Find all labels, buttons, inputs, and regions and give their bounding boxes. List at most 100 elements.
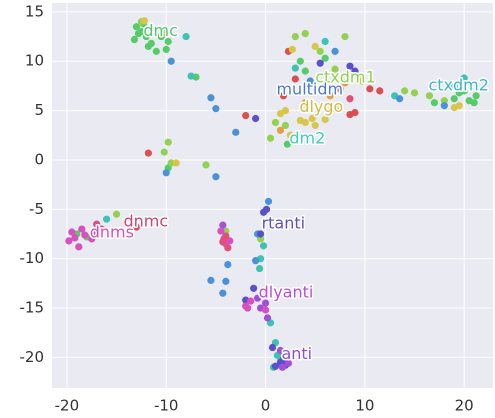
y-tick-label: 15 xyxy=(25,2,44,20)
point xyxy=(316,59,324,67)
cluster-label: anti xyxy=(281,344,312,363)
point xyxy=(396,95,404,103)
y-tick-label: 10 xyxy=(25,52,44,70)
point xyxy=(308,114,316,123)
point xyxy=(266,134,275,142)
x-tick-label: 10 xyxy=(355,397,374,415)
point xyxy=(242,111,250,120)
point xyxy=(144,149,152,157)
point xyxy=(336,85,344,93)
point xyxy=(276,126,285,134)
point xyxy=(286,131,294,139)
y-tick-label: -15 xyxy=(20,299,45,317)
x-tick-label: -20 xyxy=(55,397,80,415)
point xyxy=(137,28,145,36)
point xyxy=(271,362,280,370)
point xyxy=(291,64,299,72)
point xyxy=(132,223,141,231)
point xyxy=(288,45,296,53)
point xyxy=(366,85,374,93)
point xyxy=(321,115,329,124)
point xyxy=(301,67,309,75)
cluster-label: dm2 xyxy=(289,129,325,148)
point xyxy=(162,45,170,53)
point xyxy=(78,225,86,233)
point xyxy=(376,87,384,95)
point xyxy=(450,82,458,90)
point xyxy=(142,32,150,41)
point xyxy=(283,140,291,148)
point xyxy=(217,227,225,235)
point xyxy=(75,243,83,251)
point xyxy=(152,47,160,55)
point xyxy=(460,87,468,95)
point xyxy=(71,234,79,242)
point xyxy=(263,289,272,297)
cluster-label: dnms xyxy=(90,223,134,242)
point xyxy=(224,261,232,269)
cluster-label: ctxdm1 xyxy=(315,68,375,87)
point xyxy=(259,242,268,250)
y-tick-label: -20 xyxy=(20,348,45,366)
point xyxy=(358,77,366,85)
point xyxy=(112,210,121,218)
cluster-label: dlygo xyxy=(299,97,343,116)
y-tick-label: 5 xyxy=(34,101,44,119)
point xyxy=(65,237,73,245)
point xyxy=(331,105,339,113)
point xyxy=(252,114,260,123)
point xyxy=(341,32,349,41)
point xyxy=(93,220,101,228)
point xyxy=(81,231,89,239)
point xyxy=(472,92,480,100)
point xyxy=(242,302,250,310)
point xyxy=(440,102,448,110)
point xyxy=(88,235,96,243)
point xyxy=(281,121,290,130)
point xyxy=(182,32,190,41)
point xyxy=(341,79,349,87)
y-tick-label: -5 xyxy=(29,200,44,218)
point xyxy=(331,47,339,55)
point xyxy=(460,74,468,82)
point xyxy=(202,161,210,169)
point xyxy=(425,92,434,100)
point xyxy=(212,105,220,113)
point xyxy=(207,94,215,102)
point xyxy=(296,57,304,65)
point xyxy=(164,138,172,146)
point xyxy=(132,23,141,31)
point xyxy=(346,95,354,103)
x-tick-label: -10 xyxy=(154,397,179,415)
point xyxy=(98,225,106,233)
y-tick-label: 0 xyxy=(34,150,44,168)
point xyxy=(252,257,260,265)
point xyxy=(450,95,458,103)
point xyxy=(346,62,354,70)
point xyxy=(187,72,195,80)
point xyxy=(430,99,438,107)
point xyxy=(279,92,288,100)
point xyxy=(160,30,168,38)
point xyxy=(401,87,409,95)
point xyxy=(162,169,170,177)
point xyxy=(410,89,419,97)
point xyxy=(326,92,334,100)
point xyxy=(311,42,319,51)
point xyxy=(276,346,285,355)
point xyxy=(164,37,172,46)
point xyxy=(311,121,319,130)
point xyxy=(271,118,280,127)
point xyxy=(262,205,271,213)
point xyxy=(261,306,270,314)
point xyxy=(455,102,463,110)
point xyxy=(167,159,175,167)
point xyxy=(264,197,273,206)
point xyxy=(346,110,354,119)
point xyxy=(321,54,329,62)
point xyxy=(222,277,230,285)
point xyxy=(144,42,152,51)
point xyxy=(224,244,232,252)
point xyxy=(291,75,299,83)
cluster-label: rtanti xyxy=(262,214,306,233)
